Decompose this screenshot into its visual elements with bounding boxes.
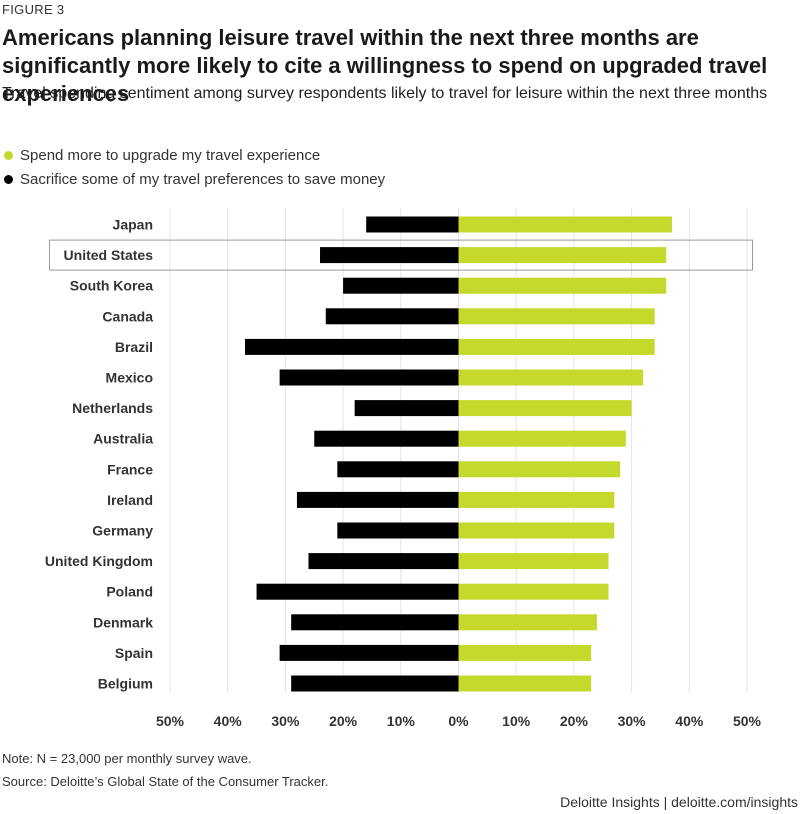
category-label: Netherlands — [72, 400, 153, 416]
category-label: Canada — [102, 308, 153, 324]
category-label: Belgium — [98, 676, 153, 692]
legend-item-sacrifice: Sacrifice some of my travel preferences … — [2, 167, 385, 191]
category-label: South Korea — [70, 278, 153, 294]
bar-spend-more — [458, 461, 621, 478]
x-tick-label: 40% — [214, 713, 243, 729]
bar-sacrifice — [279, 369, 459, 386]
category-label: Denmark — [93, 614, 153, 630]
figure-label: FIGURE 3 — [2, 2, 65, 17]
legend-swatch-sacrifice — [4, 174, 13, 184]
x-tick-label: 40% — [675, 713, 704, 729]
x-tick-label: 10% — [502, 713, 531, 729]
highlight-box — [49, 239, 753, 271]
category-label: Spain — [115, 645, 153, 661]
bar-spend-more — [458, 430, 626, 447]
bar-spend-more — [458, 277, 667, 294]
bar-sacrifice — [337, 461, 459, 478]
bar-sacrifice — [256, 583, 459, 600]
bar-sacrifice — [279, 644, 459, 661]
bar-spend-more — [458, 216, 672, 233]
brand-credit: Deloitte Insights | deloitte.com/insight… — [560, 794, 798, 810]
x-tick-label: 10% — [387, 713, 416, 729]
bar-spend-more — [458, 614, 597, 631]
category-label: France — [107, 461, 153, 477]
category-label: Poland — [106, 584, 153, 600]
bar-sacrifice — [366, 216, 459, 233]
bar-sacrifice — [314, 430, 459, 447]
legend-item-spend-more: Spend more to upgrade my travel experien… — [2, 143, 385, 167]
category-label: Germany — [92, 523, 153, 539]
x-tick-label: 30% — [271, 713, 300, 729]
category-label: United Kingdom — [45, 553, 153, 569]
bar-sacrifice — [308, 553, 459, 570]
category-label: Mexico — [106, 370, 153, 386]
bar-spend-more — [458, 247, 667, 264]
diverging-bar-chart: Japan United States South Korea Canada Brazi… — [45, 208, 762, 729]
bar-spend-more — [458, 308, 655, 325]
bar-sacrifice — [343, 277, 459, 294]
bar-spend-more — [458, 400, 632, 417]
bar-spend-more — [458, 522, 615, 539]
bar-spend-more — [458, 644, 592, 661]
x-tick-label: 50% — [156, 713, 185, 729]
legend-label-sacrifice: Sacrifice some of my travel preferences … — [20, 170, 386, 188]
x-tick-label: 0% — [448, 713, 469, 729]
legend: Spend more to upgrade my travel experien… — [2, 143, 385, 191]
bar-spend-more — [458, 491, 615, 508]
bar-sacrifice — [296, 491, 459, 508]
bar-spend-more — [458, 553, 609, 570]
bar-sacrifice — [291, 675, 459, 692]
category-label: United States — [64, 247, 154, 263]
bar-spend-more — [458, 369, 644, 386]
bar-spend-more — [458, 675, 592, 692]
x-tick-label: 50% — [733, 713, 762, 729]
x-tick-label: 30% — [618, 713, 647, 729]
chart-note: Note: N = 23,000 per monthly survey wave… — [2, 751, 252, 766]
bar-sacrifice — [320, 247, 459, 264]
bar-sacrifice — [291, 614, 459, 631]
category-label: Ireland — [107, 492, 153, 508]
chart-source: Source: Deloitte’s Global State of the C… — [2, 774, 329, 789]
bar-sacrifice — [354, 400, 459, 417]
bar-spend-more — [458, 583, 609, 600]
bar-spend-more — [458, 338, 655, 355]
bar-sacrifice — [245, 338, 459, 355]
legend-label-spend-more: Spend more to upgrade my travel experien… — [20, 146, 321, 164]
x-tick-label: 20% — [560, 713, 589, 729]
category-label: Australia — [93, 431, 153, 447]
legend-swatch-spend-more — [4, 150, 13, 160]
bar-sacrifice — [337, 522, 459, 539]
chart-subtitle: Travel spending sentiment among survey r… — [2, 85, 768, 102]
x-tick-label: 20% — [329, 713, 358, 729]
category-label: Japan — [113, 217, 153, 233]
chart-title: Americans planning leisure travel within… — [2, 25, 768, 106]
bar-sacrifice — [325, 308, 459, 325]
category-label: Brazil — [115, 339, 153, 355]
